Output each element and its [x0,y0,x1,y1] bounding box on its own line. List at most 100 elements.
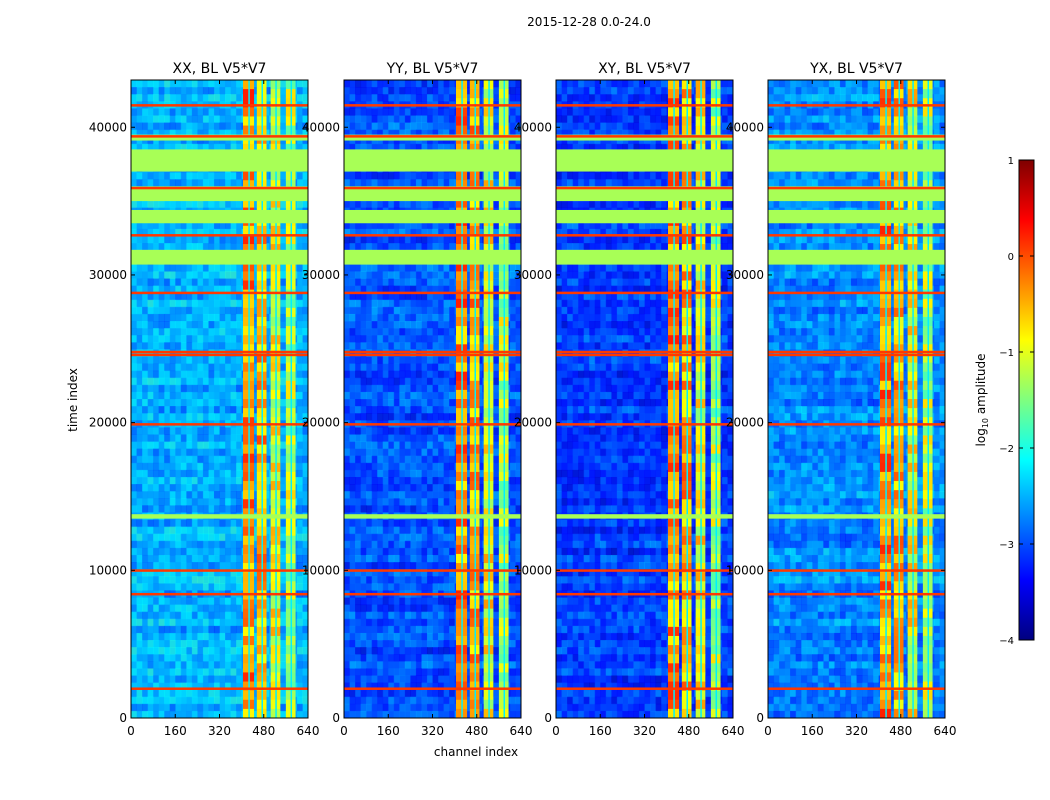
heatmap-cell [202,413,209,421]
heatmap-cell [302,122,308,131]
heatmap-cell [230,569,237,577]
heatmap-cell [153,80,160,88]
heatmap-cell [280,271,287,279]
heatmap-cell [164,264,171,272]
heatmap-cell [438,356,445,365]
heatmap-cell [230,228,237,237]
heatmap-cell [296,562,303,570]
heatmap-cell [252,448,259,457]
heatmap-cell [136,406,143,414]
heatmap-cell [180,94,187,102]
heatmap-cell [236,391,243,400]
heatmap-cell [366,313,373,322]
heatmap-cell [302,406,308,414]
heatmap-cell [164,640,171,648]
heatmap-cell [344,441,351,450]
heatmap-cell [296,228,303,237]
heatmap-cell [147,406,154,414]
heatmap-cell [415,94,422,102]
heatmap-cell [366,285,373,294]
heatmap-cell [415,427,422,435]
heatmap-cell [493,406,500,414]
heatmap-cell [252,661,259,669]
heatmap-cell [371,391,378,400]
heatmap-cell [230,647,237,655]
heatmap-cell [219,448,226,457]
heatmap-cell [399,80,406,88]
heatmap-cell [164,647,171,655]
heatmap-cell [225,299,232,308]
heatmap-cell [388,441,395,450]
heatmap-cell [382,80,389,88]
heatmap-cell [236,710,243,718]
heatmap-cell [360,235,367,244]
heatmap-cell [296,94,303,102]
heatmap-cell [186,689,193,698]
heatmap-cell [213,562,220,570]
heatmap-cell [296,356,303,365]
heatmap-cell [432,328,439,336]
heatmap-cell [449,143,456,152]
heatmap-cell [388,228,395,237]
heatmap-cell [158,200,165,209]
heatmap-cell [280,469,287,478]
heatmap-cell [252,299,259,308]
heatmap-cell [142,200,149,209]
heatmap-cell [225,675,232,684]
heatmap-cell [236,647,243,655]
heatmap-cell [360,313,367,322]
heatmap-cell [169,640,176,648]
heatmap-cell [371,143,378,152]
heatmap-cell [147,80,154,88]
heatmap-cell [153,427,160,435]
heatmap-cell [158,640,165,648]
heatmap-cell [180,235,187,244]
heatmap-cell [208,172,215,180]
heatmap-cell [421,328,428,336]
heatmap-cell [404,399,411,407]
heatmap-cell [349,80,356,88]
heatmap-cell [219,434,226,443]
heatmap-cell [263,200,270,209]
heatmap-cell [421,143,428,152]
heatmap-cell [399,299,406,308]
heatmap-cell [382,377,389,386]
heatmap-cell [208,540,215,549]
heatmap-cell [252,498,259,506]
heatmap-cell [153,533,160,542]
heatmap-cell [191,299,198,308]
heatmap-cell [465,306,472,315]
heatmap-cell [169,299,176,308]
heatmap-cell [355,221,362,230]
heatmap-cell [219,625,226,634]
heatmap-cell [131,455,138,464]
heatmap-cell [219,647,226,655]
heatmap-cell [153,576,160,584]
heatmap-cell [252,576,259,584]
heatmap-cell [421,455,428,464]
heatmap-cell [175,611,182,620]
heatmap-cell [432,370,439,379]
heatmap-cell [186,391,193,400]
heatmap-cell [349,306,356,315]
heatmap-cell [153,342,160,350]
heatmap-cell [366,441,373,450]
heatmap-cell [252,547,259,556]
heatmap-cell [175,469,182,478]
heatmap-cell [191,321,198,329]
rfi-time-line [131,687,308,690]
heatmap-cell [280,604,287,613]
heatmap-cell [349,228,356,237]
heatmap-cell [158,80,165,88]
heatmap-cell [366,391,373,400]
heatmap-cell [296,597,303,606]
heatmap-cell [465,285,472,294]
heatmap-cell [438,406,445,414]
heatmap-cell [393,122,400,131]
heatmap-cell [421,108,428,116]
heatmap-cell [208,356,215,365]
heatmap-cell [191,675,198,684]
heatmap-cell [175,576,182,584]
heatmap-cell [344,80,351,88]
heatmap-cell [208,342,215,350]
